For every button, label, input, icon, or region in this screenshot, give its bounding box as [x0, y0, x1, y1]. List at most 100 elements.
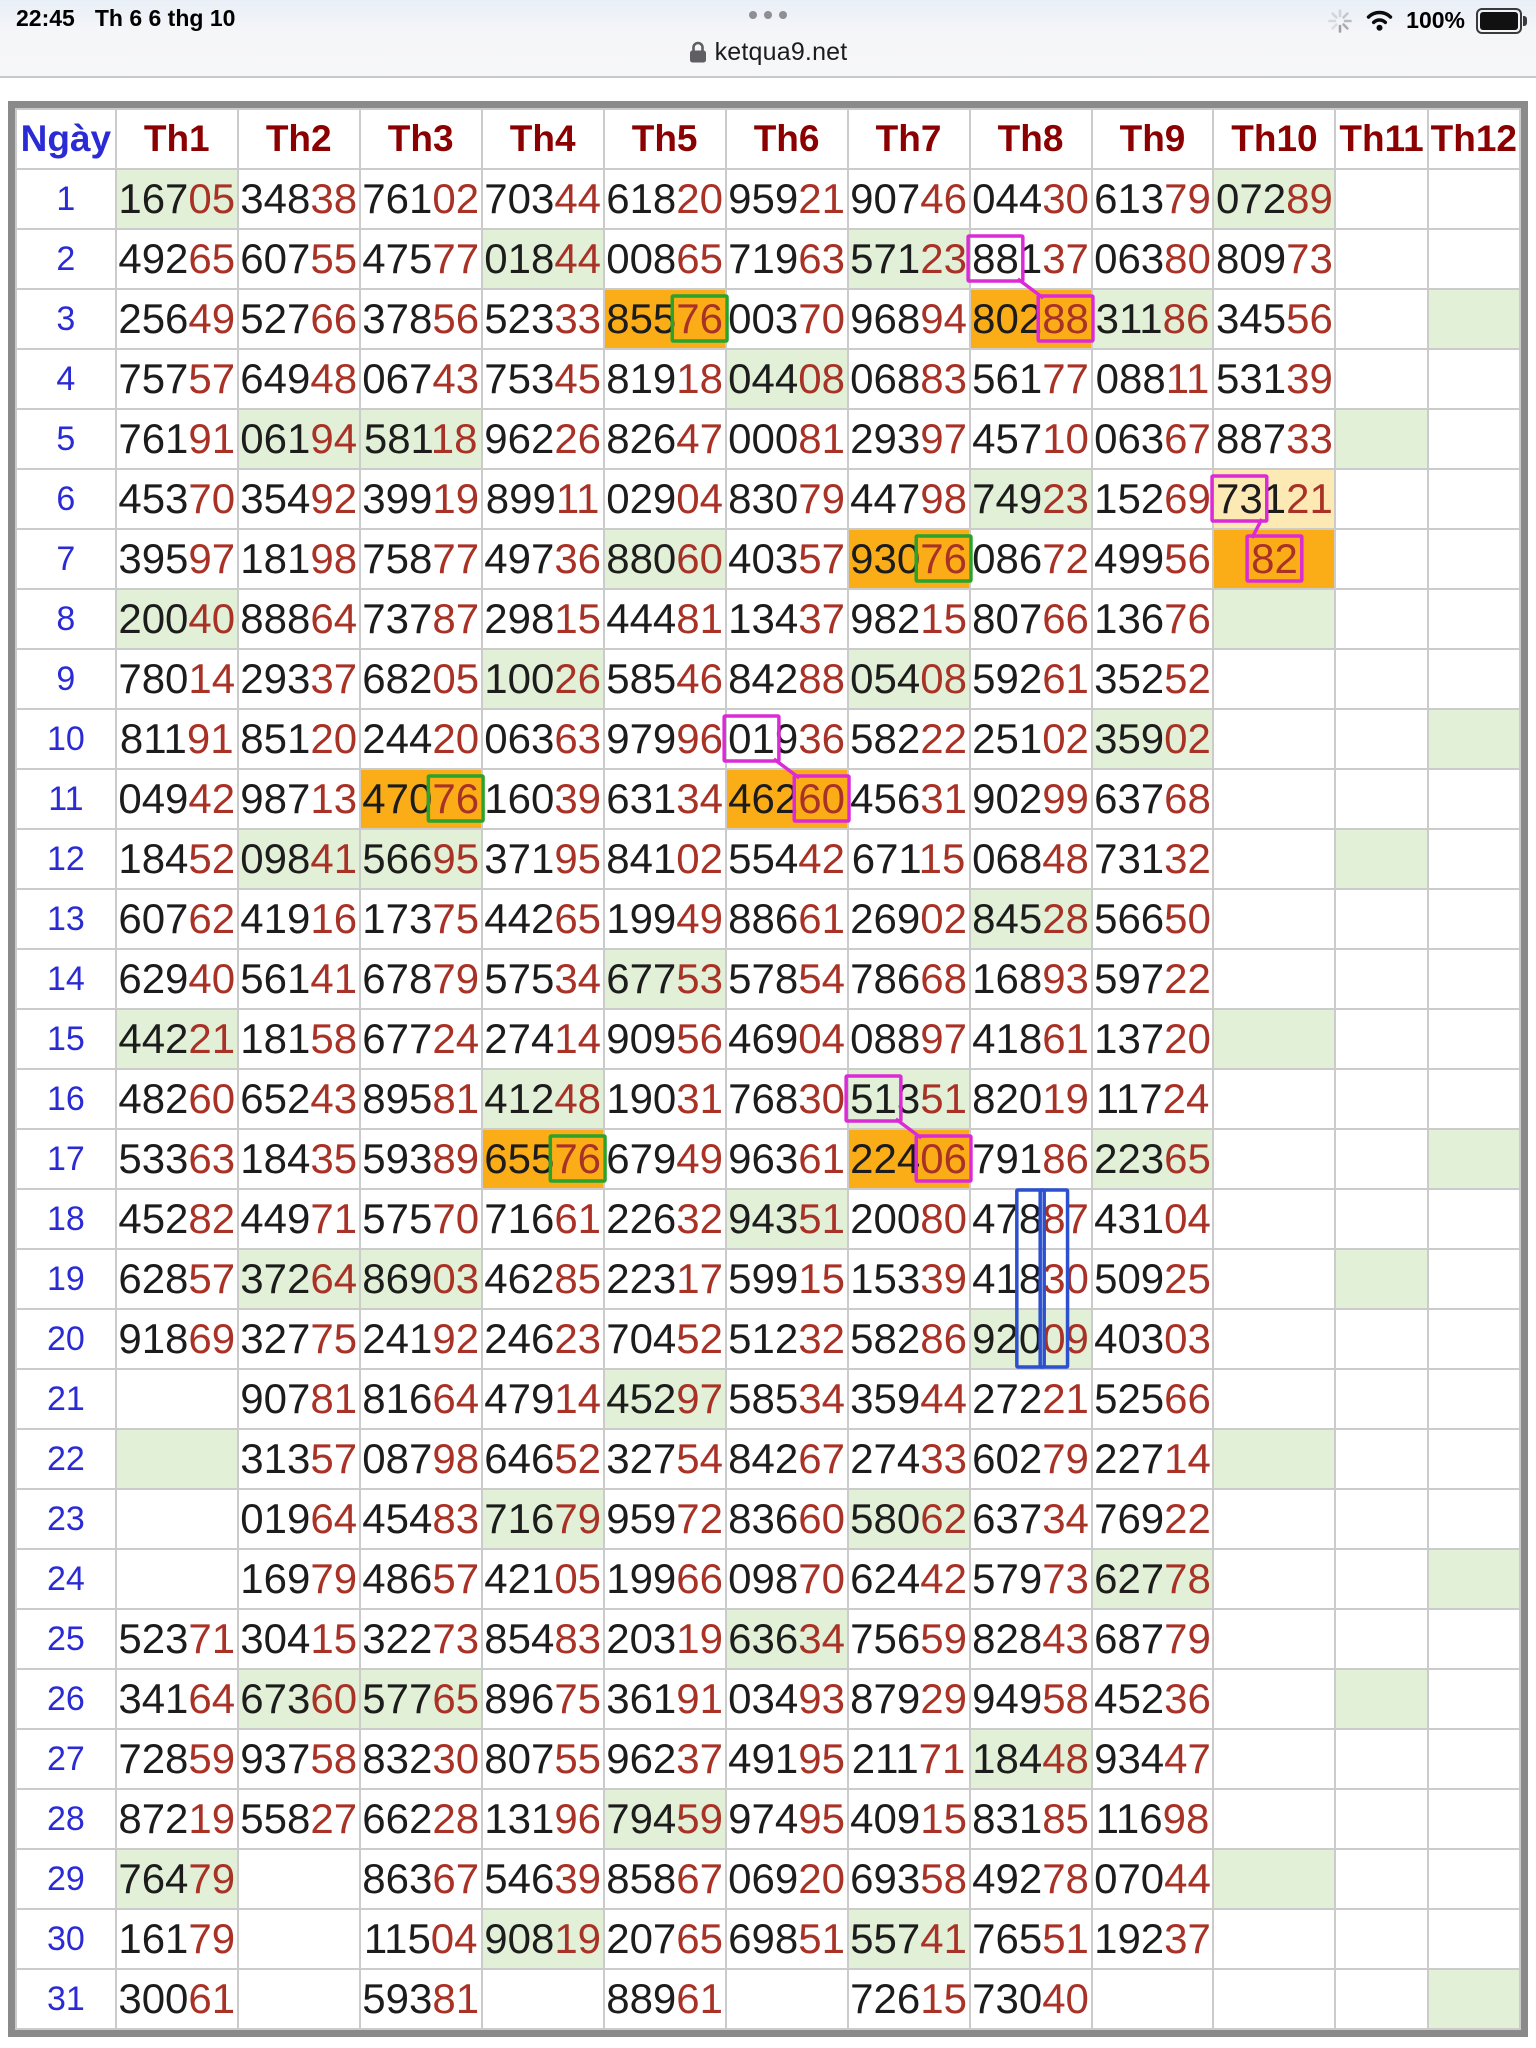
digit: 4: [774, 1795, 799, 1842]
digit: 7: [1216, 475, 1240, 522]
digit: 1: [943, 1915, 967, 1962]
table-row-day-28: 28 87219 55827 66228 13196 79459 97495 40915 831…: [15, 1788, 1522, 1850]
cell-th12-day3: [1426, 288, 1522, 350]
digit: 0: [1216, 175, 1240, 222]
digit: 9: [850, 535, 874, 582]
digit: 0: [432, 175, 456, 222]
digit: 3: [310, 1135, 334, 1182]
cell-th8-day25: 82843: [968, 1608, 1093, 1670]
dot-icon: [779, 11, 787, 19]
cell-th1-day21: [114, 1368, 239, 1430]
digit: 2: [850, 1435, 874, 1482]
digit: 5: [1262, 295, 1287, 342]
digit: 6: [530, 1435, 555, 1482]
cell-th2-day6: 35492: [236, 468, 361, 530]
digit: 6: [699, 655, 723, 702]
cell-th4-day24: 42105: [480, 1548, 605, 1610]
digit: 6: [188, 1135, 212, 1182]
cell-th11-day27: [1334, 1728, 1429, 1790]
digit: 4: [554, 355, 578, 402]
digit: 1: [1262, 355, 1287, 402]
cell-th3-day4: 06743: [358, 348, 483, 410]
digit: 5: [1042, 1915, 1066, 1962]
digit: 2: [530, 1075, 555, 1122]
digit: 2: [484, 1315, 508, 1362]
cell-th1-day5: 76191: [114, 408, 239, 470]
digit: 4: [972, 415, 996, 462]
digit: 4: [798, 835, 822, 882]
digit: 6: [240, 1675, 264, 1722]
digit: 3: [287, 1435, 311, 1482]
digit: 1: [1042, 415, 1066, 462]
digit: 9: [1187, 475, 1211, 522]
cell-th3-day22: 08798: [358, 1428, 483, 1490]
digit: 6: [798, 1435, 822, 1482]
digit: 5: [798, 1915, 822, 1962]
digit: 5: [873, 1255, 897, 1302]
digit: 1: [118, 1915, 142, 1962]
digit: 1: [554, 1915, 578, 1962]
digit: 5: [728, 955, 752, 1002]
day-cell-6: 6: [15, 468, 117, 530]
digit: 2: [798, 1855, 822, 1902]
digit: 6: [995, 355, 1019, 402]
digit: 5: [507, 355, 531, 402]
digit: 6: [1065, 595, 1089, 642]
digit: 6: [310, 1675, 334, 1722]
address-bar[interactable]: ketqua9.net: [0, 32, 1536, 72]
digit: 4: [263, 1195, 288, 1242]
digit: 4: [188, 775, 212, 822]
cell-th5-day31: 88961: [602, 1968, 727, 2030]
digit: 7: [507, 955, 531, 1002]
digit: 4: [141, 775, 166, 822]
page-options-dots-icon[interactable]: [749, 11, 787, 19]
digit: 8: [408, 535, 433, 582]
column-header-ngay: Ngày: [15, 108, 117, 170]
digit: 6: [1164, 1135, 1188, 1182]
digit: 4: [385, 1315, 409, 1362]
digit: 1: [408, 175, 433, 222]
digit: 8: [1119, 355, 1143, 402]
digit: 0: [606, 475, 630, 522]
digit: 3: [920, 1255, 944, 1302]
digit: 4: [652, 1315, 677, 1362]
digit: 5: [676, 955, 700, 1002]
digit: 2: [1018, 655, 1043, 702]
cell-th8-day9: 59261: [968, 648, 1093, 710]
digit: 0: [362, 355, 386, 402]
digit: 1: [165, 1675, 189, 1722]
digit: 2: [1018, 775, 1043, 822]
digit: 7: [432, 535, 456, 582]
digit: 3: [1042, 1495, 1066, 1542]
cell-th11-day29: [1334, 1848, 1429, 1910]
digit: 2: [310, 1795, 334, 1842]
digit: 8: [972, 1615, 996, 1662]
digit: 2: [699, 1495, 723, 1542]
digit: 4: [676, 415, 700, 462]
digit: 7: [455, 595, 480, 642]
digit: 8: [362, 1375, 386, 1422]
digit: 4: [774, 355, 799, 402]
digit: 7: [1042, 355, 1066, 402]
column-header-th3: Th3: [358, 108, 483, 170]
digit: 9: [972, 1675, 996, 1722]
digit: 8: [432, 1135, 456, 1182]
digit: 4: [507, 1855, 531, 1902]
digit: 8: [387, 415, 411, 462]
digit: 9: [287, 1195, 311, 1242]
digit: 2: [943, 895, 967, 942]
cell-th5-day10: 97996: [602, 708, 727, 770]
digit: 8: [850, 1675, 874, 1722]
digit: 7: [188, 1915, 212, 1962]
digit: 4: [896, 1435, 921, 1482]
digit: 8: [873, 1015, 897, 1062]
digit: 2: [606, 1195, 630, 1242]
digit: 5: [455, 895, 480, 942]
digit: 8: [1018, 835, 1043, 882]
digit: 2: [850, 1135, 874, 1182]
digit: 6: [188, 1075, 212, 1122]
day-cell-2: 2: [15, 228, 117, 290]
cell-th10-day26: [1212, 1668, 1337, 1730]
cell-th2-day21: 90781: [236, 1368, 361, 1430]
digit: 9: [577, 1855, 602, 1902]
